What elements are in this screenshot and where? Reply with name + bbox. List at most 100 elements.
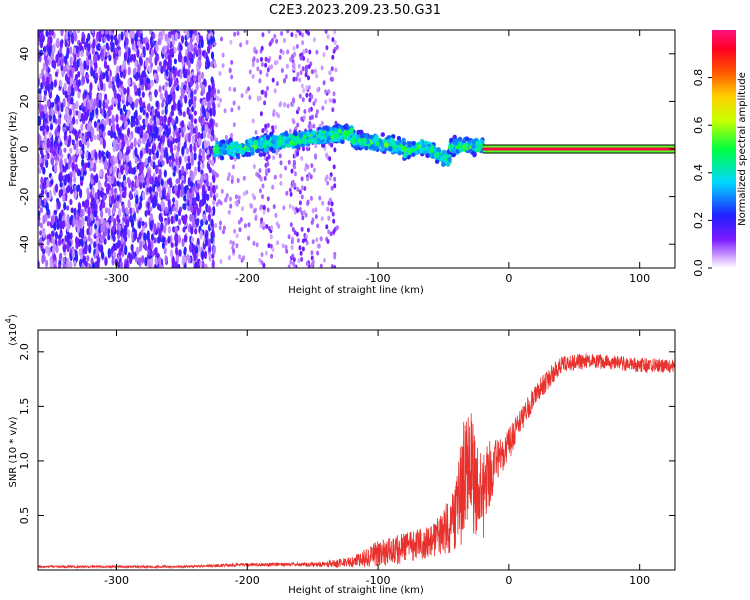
heatmap-cell [236,178,240,183]
heatmap-cell [73,143,77,151]
heatmap-cell [266,207,270,213]
heatmap-cell [321,143,326,148]
heatmap-cell [241,206,244,212]
heatmap-cell [171,152,175,160]
heatmap-cell [225,193,229,199]
heatmap-cell [228,137,233,143]
heatmap-cell [394,147,399,153]
heatmap-cell [112,122,116,133]
heatmap-cell [238,227,242,233]
heatmap-cell [244,151,249,157]
heatmap-cell [126,153,130,164]
heatmap-cell [167,216,171,225]
heatmap-cell [457,136,463,142]
heatmap-cell [332,91,336,97]
heatmap-cell [68,154,72,165]
heatmap-cell [153,194,157,204]
heatmap-cell [120,167,124,175]
heatmap-cell [48,189,53,200]
heatmap-cell [58,147,63,157]
heatmap-cell [129,190,133,200]
heatmap-cell [113,187,117,194]
heatmap-cell [207,213,211,221]
heatmap-cell [227,172,231,178]
heatmap-cell [188,113,192,120]
heatmap-cell [164,33,168,42]
heatmap-cell [179,70,183,80]
heatmap-cell [251,62,255,68]
heatmap-cell [252,56,256,62]
heatmap-cell [103,109,107,119]
heatmap-cell [171,48,175,56]
heatmap-cell [266,85,269,91]
tone-line-core [482,147,675,151]
heatmap-cell [183,72,187,79]
heatmap-cell [361,139,367,145]
heatmap-cell [328,175,332,181]
heatmap-cell [76,30,81,34]
heatmap-cell [304,65,308,70]
heatmap-cell [124,229,128,237]
heatmap-cell [275,81,279,87]
heatmap-cell [144,245,148,251]
heatmap-cell [150,233,155,241]
heatmap-cell [134,60,138,68]
heatmap-cell [303,186,307,191]
heatmap-cell [163,246,167,255]
heatmap-cell [177,102,181,112]
heatmap-cell [158,228,162,237]
heatmap-cell [132,68,136,76]
heatmap-cell [397,150,402,156]
heatmap-cell [72,216,76,226]
heatmap-cell [298,207,302,212]
heatmap-cell [83,60,87,71]
heatmap-cell [74,163,78,173]
heatmap-cell [66,257,70,268]
heatmap-cell [89,58,93,69]
heatmap-cell [407,142,412,148]
heatmap-cell [127,94,131,103]
heatmap-cell [237,143,243,149]
heatmap-cell [46,178,50,188]
heatmap-cell [291,97,295,103]
heatmap-cell [258,152,263,158]
heatmap-cell [118,94,122,103]
heatmap-cell [301,215,305,221]
heatmap-cell [245,89,248,95]
heatmap-cell [55,53,59,64]
heatmap-cell [69,187,74,195]
heatmap-cell [176,188,181,199]
heatmap-cell [251,118,255,124]
heatmap-cell [87,152,91,160]
heatmap-cell [47,37,51,47]
heatmap-cell [38,77,41,87]
heatmap-cell [229,142,234,148]
heatmap-cell [229,39,233,45]
heatmap-cell [54,231,59,240]
heatmap-cell [284,139,290,145]
heatmap-cell [193,89,197,95]
heatmap-cell [286,49,290,55]
heatmap-cell [45,259,49,268]
heatmap-cell [300,156,304,161]
heatmap-cell [131,180,135,188]
heatmap-cell [304,234,308,240]
heatmap-cell [59,52,63,58]
heatmap-cell [262,205,266,211]
heatmap-cell [296,122,300,128]
heatmap-cell [84,260,88,268]
heatmap-cell [304,48,308,54]
heatmap-cell [133,84,138,93]
heatmap-cell [152,161,156,170]
heatmap-cell [252,240,256,246]
heatmap-cell [442,149,447,155]
heatmap-cell [81,228,85,235]
heatmap-cell [326,206,330,212]
heatmap-cell [113,202,117,211]
heatmap-cell [177,209,182,217]
heatmap-cell [52,114,56,123]
heatmap-cell [117,127,121,137]
heatmap-cell [107,130,111,136]
heatmap-cell [193,152,197,161]
heatmap-cell [284,132,289,138]
